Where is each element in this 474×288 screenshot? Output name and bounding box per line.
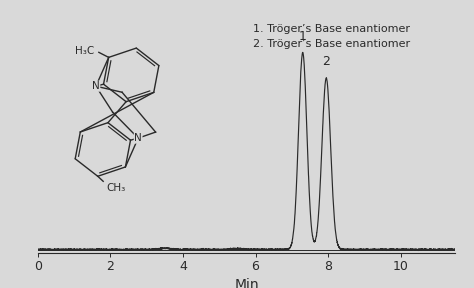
Text: N: N — [134, 133, 142, 143]
Text: 2: 2 — [322, 56, 330, 69]
Text: 1: 1 — [299, 30, 307, 43]
Text: CH₃: CH₃ — [107, 183, 126, 193]
Text: H₃C: H₃C — [75, 46, 94, 56]
Text: N: N — [92, 81, 100, 91]
X-axis label: Min: Min — [234, 278, 259, 288]
Text: 1. Tröger’s Base enantiomer
2. Tröger’s Base enantiomer: 1. Tröger’s Base enantiomer 2. Tröger’s … — [253, 24, 410, 49]
